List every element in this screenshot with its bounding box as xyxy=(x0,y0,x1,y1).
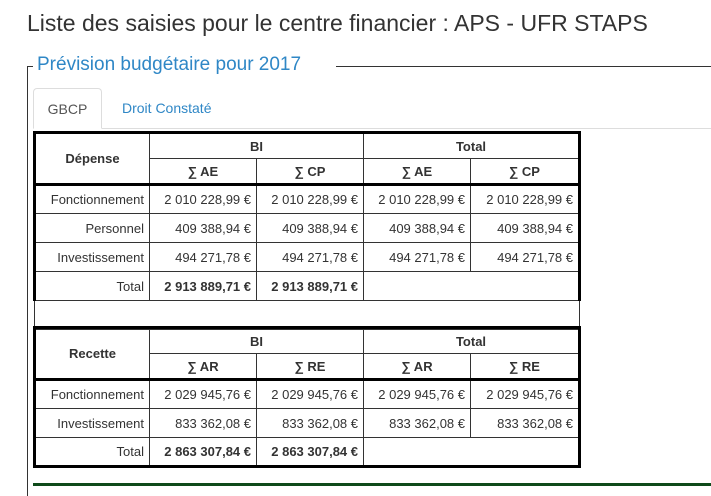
cell-bi-re: 833 362,08 € xyxy=(256,408,364,438)
depense-group-total: Total xyxy=(363,131,581,159)
recette-col-total-re: ∑ RE xyxy=(470,353,581,380)
footer-accent-bar xyxy=(33,483,711,486)
cell-total-re: 2 029 945,76 € xyxy=(470,378,581,409)
cell-bi-cp: 409 388,94 € xyxy=(256,213,364,243)
total-empty-cell xyxy=(363,437,581,468)
cell-total-ar: 2 029 945,76 € xyxy=(363,378,471,409)
cell-total-cp: 2 010 228,99 € xyxy=(470,183,581,214)
cell-bi-ae: 494 271,78 € xyxy=(149,242,257,272)
total-empty-cell xyxy=(363,271,581,301)
depense-table: Dépense BI Total ∑ AE ∑ CP ∑ AE ∑ CP Fon… xyxy=(33,131,581,330)
depense-col-total-ae: ∑ AE xyxy=(363,158,471,185)
recette-subheader-row: ∑ AR ∑ RE ∑ AR ∑ RE xyxy=(35,353,581,380)
fieldset-legend: Prévision budgétaire pour 2017 xyxy=(37,54,302,75)
page-title: Liste des saisies pour le centre financi… xyxy=(27,10,648,36)
cell-bi-cp: 494 271,78 € xyxy=(256,242,364,272)
fieldset-border-vertical xyxy=(27,66,28,496)
total-row: Total 2 863 307,84 € 2 863 307,84 € xyxy=(33,437,581,468)
recette-col-bi-ar: ∑ AR xyxy=(149,353,257,380)
depense-col-bi-cp: ∑ CP xyxy=(256,158,364,185)
table-row: Investissement 494 271,78 € 494 271,78 €… xyxy=(33,242,581,272)
row-label: Investissement xyxy=(33,408,150,438)
recette-header-row: Recette BI Total xyxy=(33,326,581,380)
cell-bi-ar: 833 362,08 € xyxy=(149,408,257,438)
depense-header-row: Dépense BI Total xyxy=(33,131,581,185)
total-bi-cp: 2 913 889,71 € xyxy=(256,271,364,301)
cell-bi-re: 2 029 945,76 € xyxy=(256,378,364,409)
cell-bi-ae: 409 388,94 € xyxy=(149,213,257,243)
row-label: Fonctionnement xyxy=(33,183,150,214)
cell-total-re: 833 362,08 € xyxy=(470,408,581,438)
depense-subheader-row: ∑ AE ∑ CP ∑ AE ∑ CP xyxy=(35,158,581,185)
cell-total-ar: 833 362,08 € xyxy=(363,408,471,438)
cell-total-cp: 494 271,78 € xyxy=(470,242,581,272)
total-row: Total 2 913 889,71 € 2 913 889,71 € xyxy=(33,271,581,301)
total-label: Total xyxy=(33,437,150,468)
total-label: Total xyxy=(33,271,150,301)
table-row: Fonctionnement 2 029 945,76 € 2 029 945,… xyxy=(33,378,581,409)
total-bi-ar: 2 863 307,84 € xyxy=(149,437,257,468)
cell-bi-cp: 2 010 228,99 € xyxy=(256,183,364,214)
depense-col-bi-ae: ∑ AE xyxy=(149,158,257,185)
recette-table: Recette BI Total ∑ AR ∑ RE ∑ AR ∑ RE Fon… xyxy=(33,326,581,468)
recette-group-bi: BI xyxy=(149,326,364,354)
tab-gbcp[interactable]: GBCP xyxy=(33,88,102,129)
table-row: Fonctionnement 2 010 228,99 € 2 010 228,… xyxy=(33,183,581,214)
cell-bi-ar: 2 029 945,76 € xyxy=(149,378,257,409)
total-bi-re: 2 863 307,84 € xyxy=(256,437,364,468)
depense-col-total-cp: ∑ CP xyxy=(470,158,581,185)
cell-bi-ae: 2 010 228,99 € xyxy=(149,183,257,214)
recette-col-bi-re: ∑ RE xyxy=(256,353,364,380)
row-label: Investissement xyxy=(33,242,150,272)
table-row: Investissement 833 362,08 € 833 362,08 €… xyxy=(33,408,581,438)
cell-total-ae: 409 388,94 € xyxy=(363,213,471,243)
fieldset-border-left xyxy=(27,66,33,67)
fieldset-border-right xyxy=(336,66,711,67)
cell-total-ae: 494 271,78 € xyxy=(363,242,471,272)
depense-section-label: Dépense xyxy=(33,131,150,185)
spacer-cell xyxy=(34,300,580,330)
tab-droit-constate[interactable]: Droit Constaté xyxy=(122,100,212,116)
recette-section-label: Recette xyxy=(33,326,150,380)
spacer-row xyxy=(34,300,580,330)
cell-total-cp: 409 388,94 € xyxy=(470,213,581,243)
recette-group-total: Total xyxy=(363,326,581,354)
table-row: Personnel 409 388,94 € 409 388,94 € 409 … xyxy=(33,213,581,243)
tabs-baseline xyxy=(33,128,711,129)
row-label: Personnel xyxy=(33,213,150,243)
cell-total-ae: 2 010 228,99 € xyxy=(363,183,471,214)
depense-group-bi: BI xyxy=(149,131,364,159)
recette-col-total-ar: ∑ AR xyxy=(363,353,471,380)
row-label: Fonctionnement xyxy=(33,378,150,409)
total-bi-ae: 2 913 889,71 € xyxy=(149,271,257,301)
